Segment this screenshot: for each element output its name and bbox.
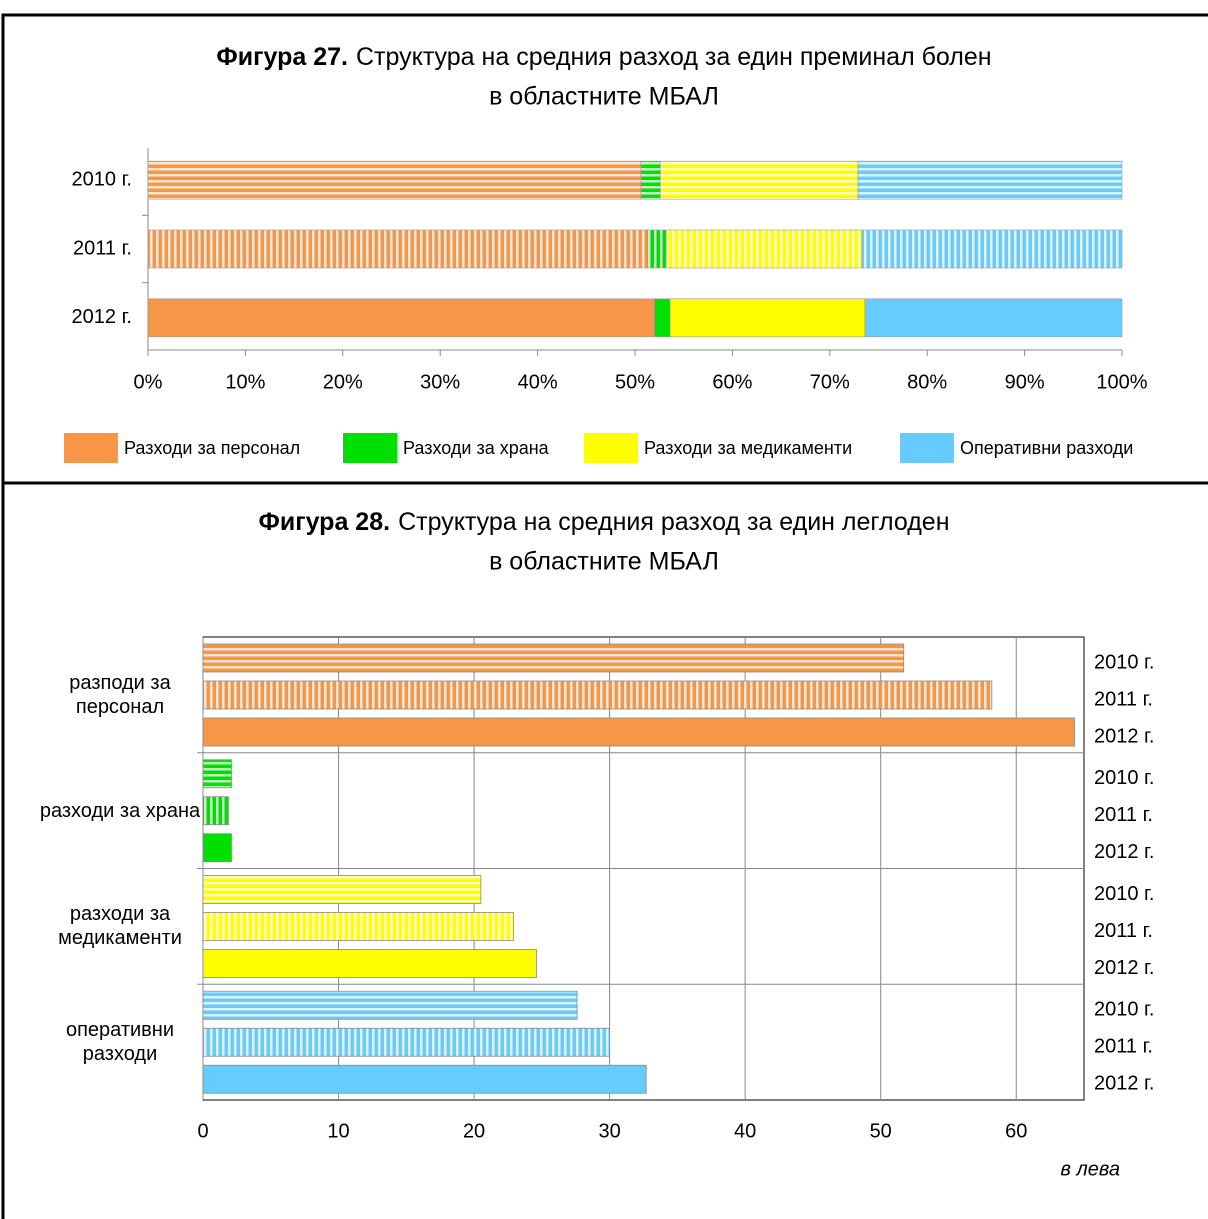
bar-segment <box>640 160 661 200</box>
bar <box>202 833 232 863</box>
legend-swatch <box>900 433 954 463</box>
legend-label: Разходи за персонал <box>124 438 300 458</box>
x-tick-label: 60% <box>712 371 752 393</box>
bar <box>202 949 537 978</box>
bar <box>202 1064 647 1094</box>
bar-segment <box>147 229 648 269</box>
x-tick-label: 10 <box>327 1120 349 1142</box>
bar <box>202 796 230 826</box>
bar-segment <box>654 298 671 338</box>
title-line: в областните МБАЛ <box>489 548 719 576</box>
y-tick-label: 2012 г. <box>72 306 132 328</box>
x-tick-label: 40 <box>734 1120 756 1142</box>
x-tick-label: 30% <box>420 371 460 393</box>
y-tick-label: 2010 г. <box>72 168 132 190</box>
category-label: разподи за персонал <box>69 671 171 718</box>
series-label: 2011 г. <box>1094 920 1153 942</box>
bar <box>202 680 993 710</box>
legend-swatch <box>64 433 118 463</box>
x-tick-label: 20 <box>463 1120 485 1142</box>
x-tick-label: 90% <box>1005 371 1045 393</box>
bar-segment <box>669 298 866 338</box>
category-label: разходи за храна <box>39 799 201 822</box>
series-label: 2011 г. <box>1094 804 1153 826</box>
y-tick-label: 2011 г. <box>73 237 132 259</box>
x-tick-label: 0 <box>197 1120 208 1142</box>
x-tick-label: 70% <box>810 371 850 393</box>
bar-segment <box>660 160 859 200</box>
bar-segment <box>647 229 667 269</box>
figure-label: Фигура 28. <box>258 508 390 536</box>
series-label: 2010 г. <box>1094 999 1154 1021</box>
bar-segment <box>147 298 655 338</box>
chart-title: Фигура 28. Структура на средния разход за… <box>258 508 949 536</box>
x-tick-label: 60 <box>1005 1120 1027 1142</box>
legend-swatch <box>584 433 638 463</box>
category-label: оперативни разходи <box>65 1019 175 1066</box>
bar-segment <box>864 298 1123 338</box>
x-tick-label: 20% <box>323 371 363 393</box>
legend-swatch <box>343 433 397 463</box>
bar-segment <box>857 160 1123 200</box>
bar <box>202 759 232 789</box>
x-tick-label: 80% <box>907 371 947 393</box>
x-axis-label: в лева <box>1060 1158 1120 1180</box>
x-tick-label: 30 <box>598 1120 620 1142</box>
series-label: 2012 г. <box>1094 957 1154 979</box>
series-label: 2010 г. <box>1094 883 1154 905</box>
bar-segment <box>861 229 1123 269</box>
title-line: в областните МБАЛ <box>489 83 719 111</box>
series-label: 2011 г. <box>1094 1036 1153 1058</box>
bar-segment <box>665 229 863 269</box>
series-label: 2010 г. <box>1094 767 1154 789</box>
title-line: Структура на средния разход за един прем… <box>356 43 992 71</box>
series-label: 2011 г. <box>1094 688 1153 710</box>
chart-title: Фигура 27. Структура на средния разход за… <box>216 43 991 71</box>
category-label: разходи за медикаменти <box>58 903 182 950</box>
figure-label: Фигура 27. <box>216 43 348 71</box>
legend-label: Разходи за медикаменти <box>644 438 852 458</box>
title-line: Структура на средния разход за един легл… <box>398 508 949 536</box>
series-label: 2012 г. <box>1094 1073 1154 1095</box>
x-tick-label: 40% <box>518 371 558 393</box>
x-tick-label: 0% <box>134 371 163 393</box>
legend-label: Разходи за храна <box>403 438 550 458</box>
series-label: 2010 г. <box>1094 651 1154 673</box>
bar <box>202 912 514 941</box>
bar <box>202 717 1075 747</box>
x-tick-label: 100% <box>1096 371 1147 393</box>
bar <box>202 1027 611 1057</box>
bar <box>202 990 578 1020</box>
x-tick-label: 50% <box>615 371 655 393</box>
bar-segment <box>147 160 642 200</box>
x-tick-label: 50 <box>870 1120 892 1142</box>
frame <box>1 13 1208 1219</box>
bar <box>202 643 905 673</box>
series-label: 2012 г. <box>1094 725 1154 747</box>
x-tick-label: 10% <box>225 371 265 393</box>
legend-label: Оперативни разходи <box>960 438 1133 458</box>
bar <box>202 875 482 904</box>
series-label: 2012 г. <box>1094 841 1154 863</box>
